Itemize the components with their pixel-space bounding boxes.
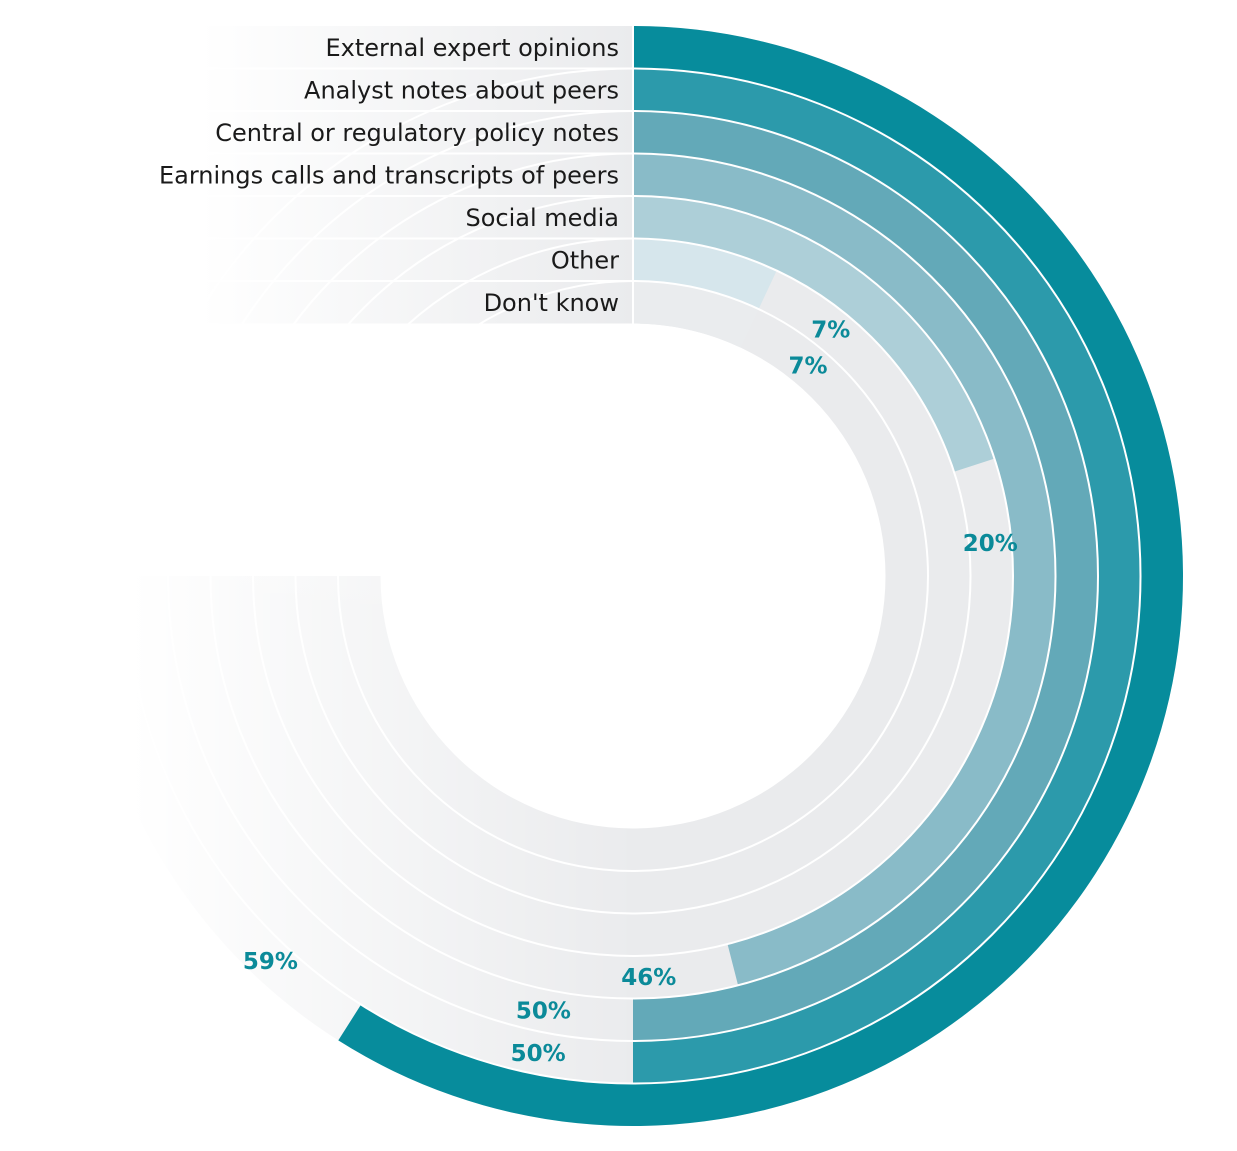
value-arcs <box>338 26 1183 1126</box>
value-label-social-media: 20% <box>963 531 1018 557</box>
ring-separators <box>124 26 1142 1085</box>
category-label-other: Other <box>551 246 619 274</box>
arc-other <box>633 238 777 310</box>
category-label-analyst-notes-about-peers: Analyst notes about peers <box>304 76 619 104</box>
category-label-bands <box>200 26 633 324</box>
value-label-earnings-calls-and-transcripts-of-peers: 46% <box>621 965 676 991</box>
label-band-analyst-notes-about-peers <box>200 68 633 111</box>
value-label-other: 7% <box>811 317 850 343</box>
value-label-don-t-know: 7% <box>788 353 827 379</box>
label-band-external-expert-opinions <box>200 26 633 69</box>
category-label-earnings-calls-and-transcripts-of-peers: Earnings calls and transcripts of peers <box>159 161 619 189</box>
label-band-central-or-regulatory-policy-notes <box>200 111 633 154</box>
category-label-external-expert-opinions: External expert opinions <box>325 34 619 62</box>
arc-social-media <box>633 196 995 472</box>
category-label-central-or-regulatory-policy-notes: Central or regulatory policy notes <box>215 119 619 147</box>
value-label-analyst-notes-about-peers: 50% <box>511 1041 566 1067</box>
value-labels: 59% 50% 50% 46% 20% 7% 7% <box>243 317 1018 1067</box>
arc-earnings-calls-and-transcripts-of-peers <box>633 153 1056 986</box>
vertical-fade <box>0 300 640 620</box>
value-label-external-expert-opinions: 59% <box>243 949 298 975</box>
category-label-social-media: Social media <box>465 204 619 232</box>
category-label-don-t-know: Don't know <box>484 289 619 317</box>
value-label-central-or-regulatory-policy-notes: 50% <box>516 999 571 1025</box>
arc-don-t-know <box>633 281 759 348</box>
category-labels: External expert opinions Analyst notes ab… <box>159 34 619 317</box>
